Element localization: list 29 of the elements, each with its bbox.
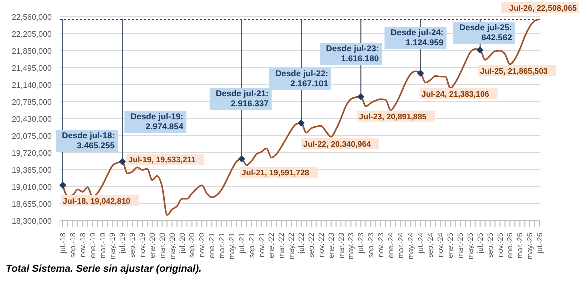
annotation: Jul-24, 21,383,106 — [422, 90, 490, 99]
annotation: Jul-25, 21,865,503 — [480, 66, 549, 76]
annotation: Jul-26, 22,508,065 — [509, 4, 578, 13]
annotation: Jul-22, 20,340,964 — [304, 140, 372, 149]
y-tick-label: 21,140,000 — [12, 80, 53, 90]
annotation: Desde jul-25: 642.562 — [459, 22, 513, 42]
y-tick-label: 22,205,000 — [12, 30, 53, 39]
annotation: Desde jul-23: 1.616.180 — [326, 44, 380, 64]
y-tick-label: 18,300,000 — [12, 216, 53, 226]
y-tick-label: 19,720,000 — [12, 148, 53, 158]
y-tick-label: 18,655,000 — [12, 200, 53, 209]
y-tick-label: 19,365,000 — [12, 166, 53, 175]
annotation: Desde jul-19: 2.974.854 — [130, 112, 184, 132]
annotation: Desde jul-21: 2.916.337 — [216, 88, 270, 108]
y-tick-label: 22,560,000 — [12, 12, 53, 22]
y-tick-label: 21,495,000 — [12, 64, 53, 73]
annotation: Desde jul-22: 2.167.101 — [276, 68, 329, 88]
y-tick-label: 20,430,000 — [12, 114, 53, 124]
y-tick-label: 21,850,000 — [12, 46, 53, 56]
annotation: Jul-23, 20,891,885 — [359, 112, 428, 122]
annotation: Desde jul-24: 1.124.959 — [390, 28, 444, 48]
y-tick-label: 20,785,000 — [12, 98, 53, 107]
y-tick-label: 19,010,000 — [12, 182, 53, 192]
annotation: Jul-19, 19,533,211 — [128, 155, 196, 164]
y-tick-label: 20,075,000 — [12, 132, 53, 141]
text: Total Sistema. Serie sin ajustar (original). — [6, 264, 202, 275]
annotation: Jul-18, 19,042,810 — [63, 196, 132, 206]
annotation: Desde jul-18: 3.465.255 — [62, 130, 116, 150]
annotation: Jul-21, 19,591,728 — [242, 168, 310, 178]
